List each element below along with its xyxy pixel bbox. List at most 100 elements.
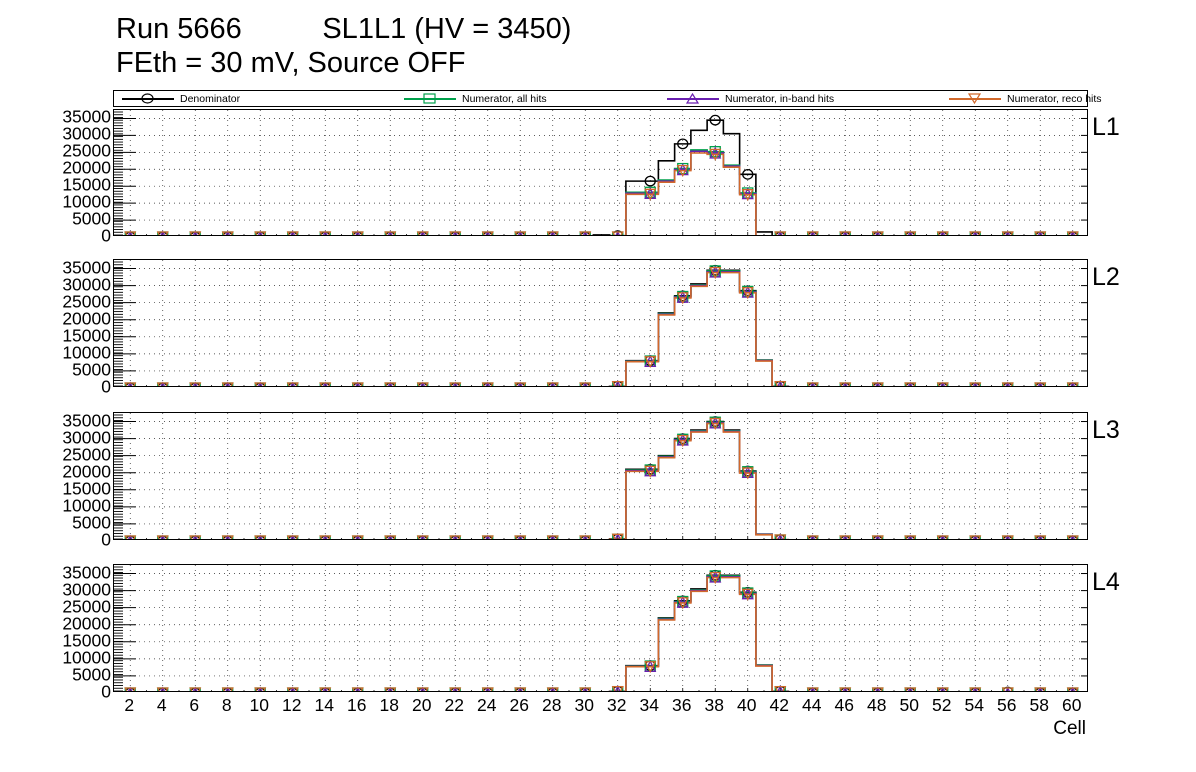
y-tick-label: 35000 — [62, 561, 111, 582]
legend-label: Numerator, in-band hits — [725, 92, 835, 105]
y-tick-label: 5000 — [72, 512, 111, 533]
x-tick-label: 28 — [542, 695, 562, 715]
plot-area-l3 — [114, 413, 1087, 539]
x-tick-label: 22 — [444, 695, 464, 715]
y-tick-label: 35000 — [62, 409, 111, 430]
y-tick-label: 10000 — [62, 342, 111, 363]
legend-entry-square[interactable]: Numerator, all hits — [404, 91, 547, 106]
y-axis-labels-l1: 0 5000 10000 15000 20000 25000 30000 35000 — [49, 106, 111, 244]
y-tick-label: 30000 — [62, 123, 111, 144]
panel-tag-l3: L3 — [1092, 416, 1120, 444]
panel-tag-l2: L2 — [1092, 263, 1120, 291]
x-tick-label: 2 — [124, 695, 135, 715]
y-tick-label: 25000 — [62, 140, 111, 161]
x-tick-label: 10 — [249, 695, 269, 715]
square-icon — [423, 93, 436, 104]
y-axis-labels-l4: 0 5000 10000 15000 20000 25000 30000 35000 — [49, 561, 111, 699]
legend-swatch-circle — [122, 91, 174, 106]
triangle-up-icon — [686, 93, 699, 104]
legend-label: Numerator, reco hits — [1007, 92, 1102, 105]
title-line-2: FEth = 30 mV, Source OFF — [116, 47, 466, 80]
x-tick-label: 18 — [379, 695, 399, 715]
x-tick-label: 44 — [802, 695, 822, 715]
legend-entry-circle[interactable]: Denominator — [122, 91, 240, 106]
plot-area-l4 — [114, 565, 1087, 691]
x-tick-label: 32 — [607, 695, 627, 715]
x-tick-label: 46 — [834, 695, 854, 715]
x-tick-label: 50 — [899, 695, 919, 715]
x-tick-label: 58 — [1029, 695, 1049, 715]
x-tick-label: 52 — [932, 695, 952, 715]
y-tick-label: 10000 — [62, 191, 111, 212]
y-tick-label: 15000 — [62, 478, 111, 499]
legend: Denominator Numerator, all hits Numerator,… — [113, 90, 1102, 107]
y-tick-label: 10000 — [62, 495, 111, 516]
y-tick-label: 30000 — [62, 273, 111, 294]
y-tick-label: 10000 — [62, 647, 111, 668]
x-tick-label: 12 — [282, 695, 302, 715]
y-axis-labels-l2: 0 5000 10000 15000 20000 25000 30000 35000 — [49, 256, 111, 394]
y-tick-label: 35000 — [62, 256, 111, 277]
plot-title: Run 5666 SL1L1 (HV = 3450) FEth = 30 mV,… — [116, 12, 571, 80]
legend-swatch-triangle-down — [949, 91, 1001, 106]
y-tick-label: 20000 — [62, 157, 111, 178]
legend-swatch-square — [404, 91, 456, 106]
y-tick-label: 35000 — [62, 106, 111, 127]
panel-tag-l1: L1 — [1092, 113, 1120, 141]
x-tick-label: 26 — [509, 695, 529, 715]
plot-panel-l2 — [113, 259, 1088, 387]
panel-tag-l4: L4 — [1092, 568, 1120, 596]
plot-panel-l3 — [113, 412, 1088, 540]
legend-label: Denominator — [180, 92, 241, 105]
y-tick-label: 0 — [101, 376, 111, 397]
y-tick-label: 0 — [101, 681, 111, 702]
x-tick-label: 40 — [737, 695, 757, 715]
x-tick-label: 42 — [769, 695, 789, 715]
plot-panel-l1 — [113, 109, 1088, 236]
x-tick-label: 6 — [189, 695, 200, 715]
plot-area-l2 — [114, 260, 1087, 386]
y-tick-label: 15000 — [62, 325, 111, 346]
x-tick-label: 14 — [314, 695, 334, 715]
legend-entry-triangle-down[interactable]: Numerator, reco hits — [949, 91, 1102, 106]
x-tick-label: 36 — [672, 695, 692, 715]
x-tick-label: 8 — [221, 695, 232, 715]
y-tick-label: 25000 — [62, 290, 111, 311]
y-tick-label: 20000 — [62, 307, 111, 328]
x-tick-label: 56 — [997, 695, 1017, 715]
x-tick-label: 16 — [347, 695, 367, 715]
y-tick-label: 0 — [101, 529, 111, 550]
plot-panel-l4 — [113, 564, 1088, 692]
x-tick-label: 48 — [867, 695, 887, 715]
x-tick-label: 60 — [1062, 695, 1082, 715]
x-tick-label: 38 — [704, 695, 724, 715]
y-tick-label: 25000 — [62, 443, 111, 464]
x-axis: 2 4 6 8 10 12 14 16 18 20 22 24 26 28 30 32 34 36 38 40 42 44… — [113, 692, 1088, 739]
x-axis-title: Cell — [1053, 718, 1086, 739]
x-tick-label: 54 — [964, 695, 984, 715]
y-tick-label: 15000 — [62, 174, 111, 195]
y-tick-label: 5000 — [72, 359, 111, 380]
y-tick-label: 5000 — [72, 208, 111, 229]
y-tick-label: 15000 — [62, 630, 111, 651]
x-tick-label: 24 — [477, 695, 497, 715]
y-tick-label: 20000 — [62, 460, 111, 481]
x-tick-label: 30 — [574, 695, 594, 715]
title-line-1: Run 5666 SL1L1 (HV = 3450) — [116, 13, 572, 45]
circle-icon — [141, 93, 154, 104]
legend-label: Numerator, all hits — [462, 92, 547, 105]
triangle-down-icon — [968, 93, 981, 104]
y-tick-label: 30000 — [62, 426, 111, 447]
legend-swatch-triangle-up — [667, 91, 719, 106]
x-tick-label: 4 — [156, 695, 167, 715]
y-tick-label: 5000 — [72, 664, 111, 685]
legend-entry-triangle-up[interactable]: Numerator, in-band hits — [667, 91, 834, 106]
y-tick-label: 20000 — [62, 612, 111, 633]
plot-area-l1 — [114, 110, 1087, 235]
y-tick-label: 30000 — [62, 578, 111, 599]
x-tick-label: 34 — [639, 695, 659, 715]
y-tick-label: 25000 — [62, 595, 111, 616]
x-tick-label: 20 — [412, 695, 432, 715]
y-axis-labels-l3: 0 5000 10000 15000 20000 25000 30000 35000 — [49, 409, 111, 547]
y-tick-label: 0 — [101, 225, 111, 246]
